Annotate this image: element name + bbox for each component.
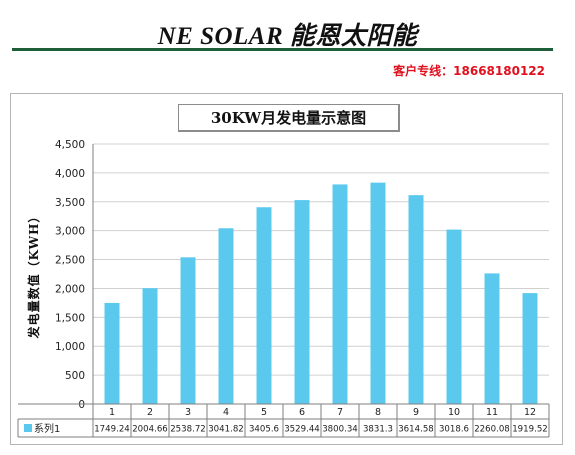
y-axis-label: 发电量数值（KWH） (26, 210, 41, 340)
x-tick-label: 12 (524, 407, 536, 418)
contact-hotline: 客户专线：18668180122 (393, 64, 545, 78)
x-tick-label: 11 (486, 407, 498, 418)
bar-3 (180, 257, 196, 404)
x-tick-label: 7 (337, 407, 343, 418)
legend-swatch (24, 424, 32, 432)
x-tick-label: 5 (261, 407, 267, 418)
bar-8 (370, 182, 386, 404)
bar-10 (446, 229, 462, 404)
data-label: 1749.24 (94, 425, 130, 435)
data-label: 3018.6 (439, 425, 469, 435)
x-tick-label: 9 (413, 407, 419, 418)
data-label: 2004.66 (132, 425, 168, 435)
x-tick-label: 4 (223, 407, 229, 418)
brand-divider (12, 48, 553, 51)
data-label: 3831.3 (363, 425, 393, 435)
y-tick-label: 4,500 (55, 139, 85, 151)
y-tick-label: 2,000 (55, 283, 85, 295)
data-label: 3614.58 (398, 425, 434, 435)
bar-12 (522, 293, 538, 404)
x-tick-label: 8 (375, 407, 381, 418)
data-label: 3800.34 (322, 425, 358, 435)
bar-2 (142, 288, 158, 404)
chart-title: 30KW月发电量示意图 (178, 104, 400, 132)
y-tick-label: 1,500 (55, 312, 85, 324)
bar-6 (294, 200, 310, 404)
data-label: 3041.82 (208, 425, 244, 435)
bar-11 (484, 273, 500, 404)
data-label: 2260.08 (474, 425, 510, 435)
x-tick-label: 2 (147, 407, 153, 418)
legend-series-name: 系列1 (34, 422, 60, 435)
data-label: 3405.6 (249, 425, 279, 435)
y-tick-label: 4,000 (55, 168, 85, 180)
bar-9 (408, 195, 424, 404)
y-tick-label: 500 (65, 370, 85, 382)
y-tick-label: 2,500 (55, 255, 85, 267)
y-tick-label: 3,000 (55, 226, 85, 238)
bar-5 (256, 207, 272, 404)
data-label: 2538.72 (170, 425, 206, 435)
bar-7 (332, 184, 348, 404)
chart-panel (10, 93, 563, 445)
x-tick-label: 1 (109, 407, 115, 418)
x-tick-label: 6 (299, 407, 305, 418)
bar-4 (218, 228, 234, 404)
brand-title: NE SOLAR 能恩太阳能 (157, 23, 418, 50)
x-tick-label: 3 (185, 407, 191, 418)
y-tick-label: 0 (78, 399, 85, 411)
data-label: 3529.44 (284, 425, 320, 435)
y-tick-label: 3,500 (55, 197, 85, 209)
bar-1 (104, 302, 120, 404)
data-label: 1919.52 (512, 425, 548, 435)
y-tick-label: 1,000 (55, 341, 85, 353)
x-tick-label: 10 (448, 407, 460, 418)
